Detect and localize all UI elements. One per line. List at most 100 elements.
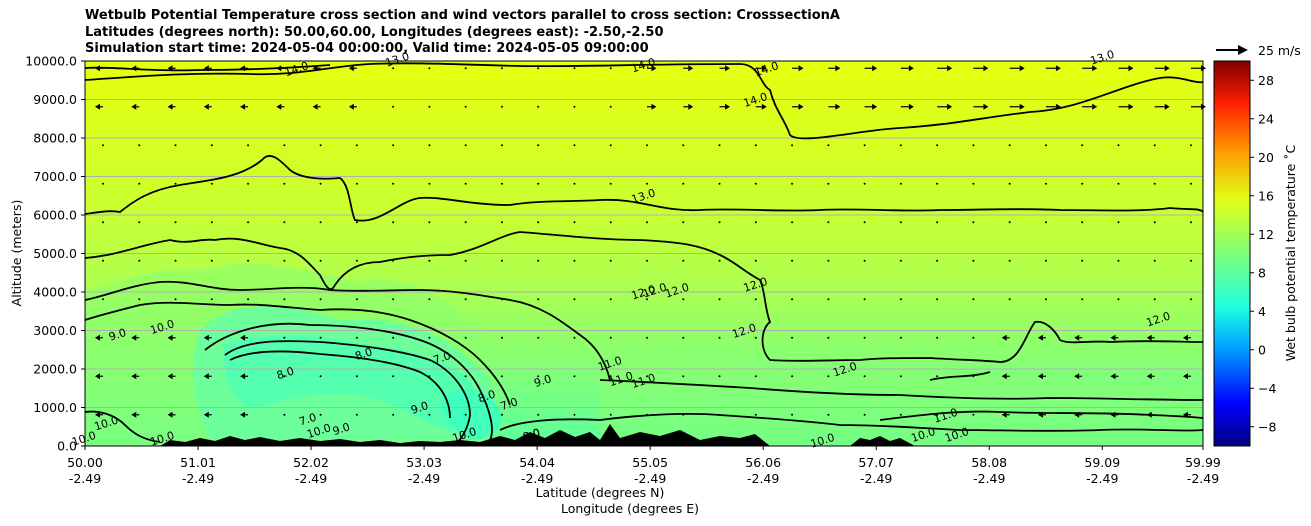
x-tick-label-lon: -2.49 xyxy=(408,471,440,486)
wind-vector xyxy=(95,411,103,418)
wind-vector-dot xyxy=(646,375,648,378)
wind-vector-dot xyxy=(500,413,503,416)
arrow-icon xyxy=(95,373,100,380)
wind-vector xyxy=(899,298,902,301)
wind-vector-dot xyxy=(718,221,721,224)
wind-vector-dot xyxy=(1153,221,1156,224)
wind-vector-dot xyxy=(609,221,612,224)
wind-vector-dot xyxy=(464,336,467,339)
wind-vector xyxy=(500,67,503,70)
arrow-icon xyxy=(1001,334,1007,341)
wind-vector-dot xyxy=(464,221,467,224)
wind-vector xyxy=(276,103,285,110)
wind-vector xyxy=(936,375,939,378)
wind-vector xyxy=(1001,373,1010,380)
wind-vector-dot xyxy=(500,375,503,378)
y-axis-label: Altitude (meters) xyxy=(9,200,24,307)
arrow-icon xyxy=(240,334,246,341)
wind-vector-dot xyxy=(718,413,721,416)
wind-vector xyxy=(355,182,358,185)
wind-vector-dot xyxy=(791,336,794,339)
wind-vector-dot xyxy=(283,298,286,301)
wind-vector xyxy=(428,105,431,108)
wind-vector xyxy=(276,65,285,72)
wind-vector xyxy=(792,103,804,110)
wind-vector xyxy=(936,336,939,339)
wind-vector xyxy=(131,65,140,72)
grid-lines xyxy=(85,99,1203,408)
arrow-icon xyxy=(312,103,318,110)
wind-vector-dot xyxy=(138,182,141,185)
wind-vector xyxy=(646,221,648,224)
wind-vector xyxy=(609,298,612,301)
wind-vector-dot xyxy=(1008,298,1011,301)
wind-vector xyxy=(210,298,213,301)
wind-vector xyxy=(138,144,141,147)
wind-vector xyxy=(972,413,975,416)
arrow-icon xyxy=(131,103,137,110)
wind-vector-dot xyxy=(1044,144,1047,147)
wind-vector xyxy=(1154,65,1170,72)
wind-vector xyxy=(1082,103,1098,110)
wind-vector-dot xyxy=(936,259,939,262)
wind-vector-dot xyxy=(573,336,576,339)
wind-vector xyxy=(573,144,576,147)
wind-vector xyxy=(174,182,177,185)
wind-vector-dot xyxy=(392,105,395,108)
wind-vector-dot xyxy=(754,413,757,416)
wind-vector-dot xyxy=(972,221,975,224)
wind-vector-dot xyxy=(464,67,467,70)
wind-vector xyxy=(682,221,685,224)
wind-vector-dot xyxy=(319,221,322,224)
wind-vector xyxy=(646,298,648,301)
wind-vector-dot xyxy=(646,221,648,224)
wind-vector-dot xyxy=(899,375,902,378)
wind-vector xyxy=(754,413,757,416)
contour-label: 8.0 xyxy=(353,345,374,363)
wind-vector-dot xyxy=(174,182,177,185)
wind-vector-dot xyxy=(428,105,431,108)
arrow-icon xyxy=(1128,103,1134,110)
wind-vector xyxy=(936,144,939,147)
wind-vector xyxy=(863,298,866,301)
wind-vector-dot xyxy=(1081,259,1084,262)
wind-vector xyxy=(240,373,249,380)
wind-vector-dot xyxy=(827,259,830,262)
wind-vector xyxy=(1037,334,1046,341)
arrow-icon xyxy=(167,373,173,380)
wind-vector xyxy=(138,298,141,301)
wind-vector-dot xyxy=(355,144,358,147)
wind-vector xyxy=(573,375,576,378)
arrow-icon xyxy=(1037,334,1043,341)
wind-vector xyxy=(203,373,212,380)
colorbar-tick-label: 24 xyxy=(1258,111,1274,126)
wind-vector-dot xyxy=(500,336,503,339)
wind-vector xyxy=(791,298,794,301)
contour-label: 8.0 xyxy=(476,388,497,406)
wind-vector xyxy=(174,221,177,224)
wind-vector xyxy=(95,334,103,341)
wind-vector xyxy=(1153,182,1156,185)
wind-vector-dot xyxy=(972,336,975,339)
arrow-icon xyxy=(1092,103,1098,110)
wind-vector xyxy=(464,259,467,262)
wind-vector-dot xyxy=(863,221,866,224)
wind-vector-dot xyxy=(247,144,250,147)
wind-vector xyxy=(247,259,250,262)
wind-vector-dot xyxy=(319,375,322,378)
arrow-icon xyxy=(725,65,731,72)
wind-vector xyxy=(312,103,321,110)
wind-vector xyxy=(500,375,503,378)
wind-vector xyxy=(348,65,357,72)
wind-vector xyxy=(1117,298,1120,301)
wind-vector xyxy=(102,259,104,262)
wind-vector xyxy=(537,182,540,185)
colorbar-ticks: −8 −4 0 4 8 12 16 20 24 28 xyxy=(1250,73,1276,434)
wind-vector xyxy=(718,413,721,416)
wind-vector xyxy=(537,336,540,339)
wind-vector xyxy=(500,413,503,416)
arrow-icon xyxy=(761,65,767,72)
wind-vector xyxy=(972,298,975,301)
wind-vector xyxy=(428,67,431,70)
wind-vector-dot xyxy=(791,413,794,416)
